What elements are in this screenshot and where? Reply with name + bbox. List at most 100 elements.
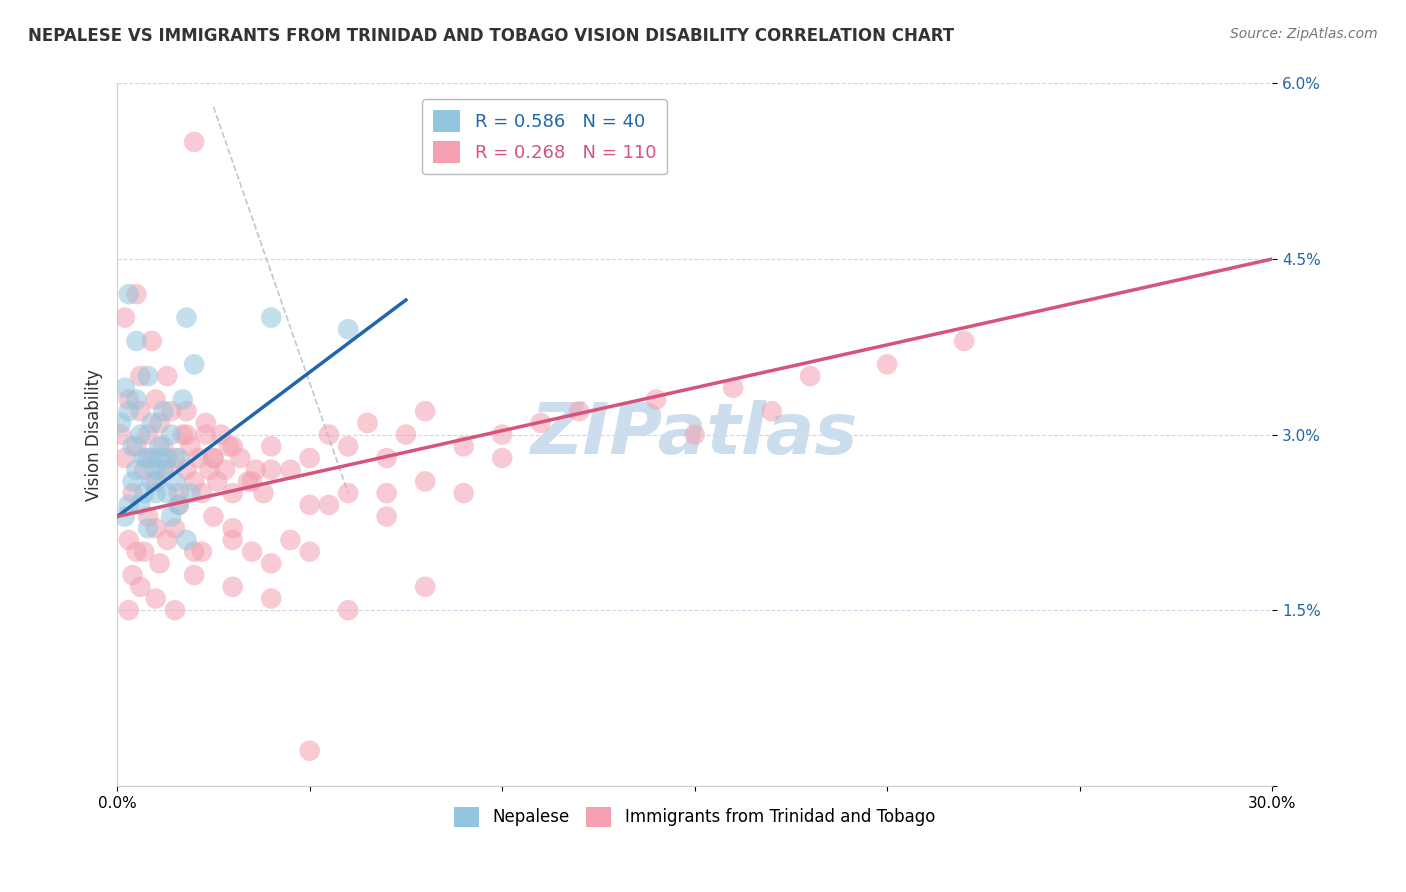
Point: [194, 416, 217, 430]
Point: [176, 427, 198, 442]
Point: [183, 568, 205, 582]
Point: [145, 475, 167, 489]
Point: [129, 427, 152, 442]
Point: [191, 486, 214, 500]
Text: Source: ZipAtlas.com: Source: ZipAtlas.com: [1230, 27, 1378, 41]
Point: [145, 463, 167, 477]
Point: [202, 450, 225, 465]
Point: [876, 357, 898, 371]
Point: [145, 521, 167, 535]
Point: [152, 463, 174, 477]
Point: [136, 450, 159, 465]
Point: [145, 591, 167, 606]
Point: [799, 369, 821, 384]
Point: [413, 404, 436, 418]
Point: [194, 427, 217, 442]
Point: [129, 404, 152, 418]
Point: [183, 135, 205, 149]
Point: [148, 557, 170, 571]
Point: [183, 544, 205, 558]
Point: [136, 521, 159, 535]
Point: [568, 404, 591, 418]
Point: [152, 404, 174, 418]
Point: [260, 310, 283, 325]
Point: [145, 392, 167, 407]
Point: [125, 544, 148, 558]
Point: [163, 475, 186, 489]
Point: [136, 509, 159, 524]
Point: [252, 486, 274, 500]
Point: [260, 463, 283, 477]
Point: [163, 450, 186, 465]
Point: [163, 603, 186, 617]
Point: [221, 439, 243, 453]
Point: [172, 427, 194, 442]
Point: [298, 450, 321, 465]
Text: ZIPatlas: ZIPatlas: [531, 401, 858, 469]
Point: [202, 450, 225, 465]
Point: [121, 568, 143, 582]
Point: [148, 450, 170, 465]
Point: [118, 603, 141, 617]
Point: [318, 498, 340, 512]
Point: [125, 287, 148, 301]
Point: [280, 463, 302, 477]
Point: [129, 498, 152, 512]
Point: [645, 392, 668, 407]
Point: [134, 544, 156, 558]
Point: [110, 416, 132, 430]
Point: [156, 450, 179, 465]
Point: [152, 439, 174, 453]
Point: [337, 603, 360, 617]
Point: [721, 381, 744, 395]
Point: [160, 509, 183, 524]
Point: [260, 591, 283, 606]
Point: [125, 392, 148, 407]
Point: [125, 463, 148, 477]
Point: [136, 427, 159, 442]
Point: [114, 509, 136, 524]
Point: [953, 334, 976, 348]
Point: [245, 463, 267, 477]
Point: [129, 369, 152, 384]
Point: [145, 486, 167, 500]
Point: [141, 416, 163, 430]
Point: [118, 392, 141, 407]
Point: [114, 310, 136, 325]
Point: [176, 463, 198, 477]
Point: [134, 486, 156, 500]
Point: [337, 486, 360, 500]
Point: [156, 463, 179, 477]
Point: [167, 498, 190, 512]
Legend: Nepalese, Immigrants from Trinidad and Tobago: Nepalese, Immigrants from Trinidad and T…: [447, 800, 942, 834]
Point: [167, 450, 190, 465]
Point: [114, 450, 136, 465]
Point: [121, 486, 143, 500]
Point: [179, 486, 201, 500]
Point: [163, 521, 186, 535]
Point: [214, 463, 236, 477]
Point: [453, 486, 475, 500]
Point: [160, 404, 183, 418]
Point: [395, 427, 418, 442]
Point: [491, 427, 513, 442]
Point: [118, 498, 141, 512]
Point: [167, 498, 190, 512]
Point: [683, 427, 706, 442]
Point: [413, 475, 436, 489]
Point: [413, 580, 436, 594]
Point: [125, 439, 148, 453]
Point: [148, 439, 170, 453]
Point: [148, 416, 170, 430]
Point: [202, 509, 225, 524]
Point: [160, 427, 183, 442]
Point: [141, 334, 163, 348]
Point: [183, 475, 205, 489]
Point: [337, 322, 360, 336]
Point: [356, 416, 378, 430]
Y-axis label: Vision Disability: Vision Disability: [86, 368, 103, 500]
Point: [375, 486, 398, 500]
Point: [236, 475, 259, 489]
Point: [156, 369, 179, 384]
Point: [118, 533, 141, 547]
